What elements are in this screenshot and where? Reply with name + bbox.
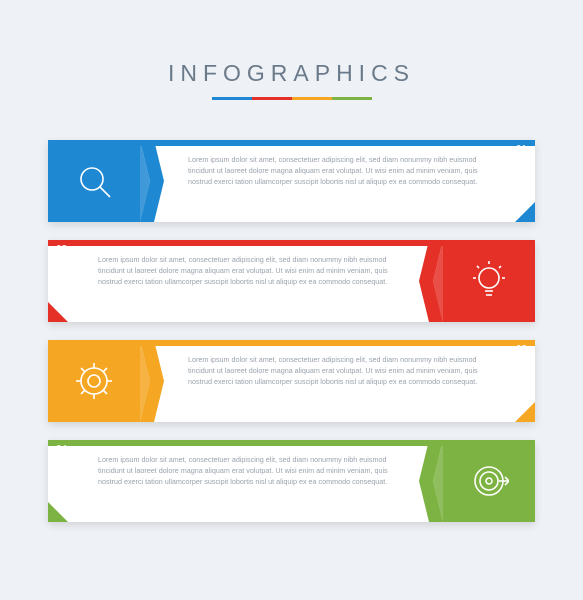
- chevron-accent: [419, 440, 443, 522]
- step-body-text: Lorem ipsum dolor sit amet, consectetuer…: [98, 454, 388, 487]
- step-row-02: 02 Lorem ipsum dolor sit amet, consectetu…: [48, 240, 535, 322]
- step-number: 02: [56, 244, 67, 255]
- step-row-04: 04 Lorem ipsum dolor sit amet, consectetu…: [48, 440, 535, 522]
- magnifier-icon: [48, 140, 140, 222]
- step-number: 03: [516, 344, 527, 355]
- step-body-text: Lorem ipsum dolor sit amet, consectetuer…: [188, 354, 478, 387]
- infographic-rows: 01 Lorem ipsum dolor sit amet, consectetu…: [48, 140, 535, 522]
- page-title: INFOGRAPHICS: [48, 60, 535, 87]
- corner-accent: [515, 202, 535, 222]
- bulb-icon: [443, 240, 535, 322]
- step-body-text: Lorem ipsum dolor sit amet, consectetuer…: [188, 154, 478, 187]
- step-number: 01: [516, 144, 527, 155]
- corner-accent: [48, 302, 68, 322]
- corner-accent: [48, 502, 68, 522]
- step-row-03: 03 Lorem ipsum dolor sit amet, consectetu…: [48, 340, 535, 422]
- corner-accent: [515, 402, 535, 422]
- chevron-accent: [140, 340, 164, 422]
- step-body-text: Lorem ipsum dolor sit amet, consectetuer…: [98, 254, 388, 287]
- title-underline: [212, 97, 372, 100]
- chevron-accent: [140, 140, 164, 222]
- gear-icon: [48, 340, 140, 422]
- chevron-accent: [419, 240, 443, 322]
- step-row-01: 01 Lorem ipsum dolor sit amet, consectetu…: [48, 140, 535, 222]
- step-number: 04: [56, 444, 67, 455]
- target-icon: [443, 440, 535, 522]
